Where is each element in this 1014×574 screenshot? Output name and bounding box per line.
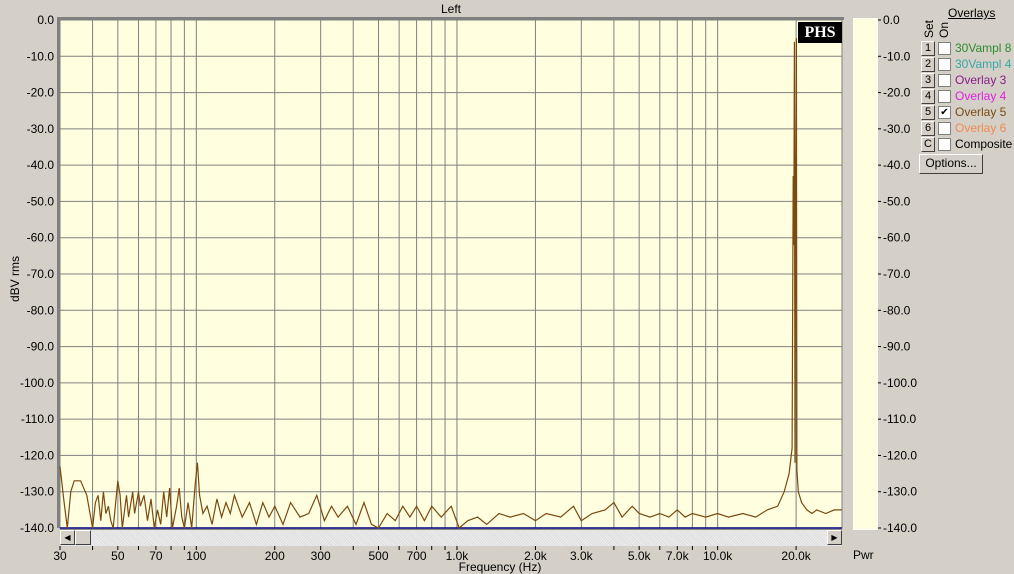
y-tick-label-right: 0.0	[883, 13, 900, 27]
y-tick-label-right: -140.0	[883, 521, 917, 535]
y-tick-label-left: -140.0	[20, 521, 54, 535]
overlay-set-button[interactable]: 2	[921, 56, 935, 72]
overlay-checkbox[interactable]	[938, 73, 951, 87]
overlay-checkbox[interactable]	[938, 137, 951, 151]
y-tick-label-right: -110.0	[883, 412, 916, 426]
x-tick-label: 50	[111, 549, 125, 563]
y-tick-label-right: -130.0	[883, 485, 917, 499]
y-tick-label-right: -50.0	[883, 194, 911, 208]
overlay-label: Overlay 6	[955, 121, 1007, 135]
overlay-checkbox[interactable]	[938, 89, 951, 103]
overlay-row-C: C Composite	[921, 136, 1012, 152]
x-tick-label: 100	[186, 549, 206, 563]
y-tick-label-right: -30.0	[883, 122, 911, 136]
overlay-label: 30Vampl 4	[955, 57, 1012, 71]
options-button[interactable]: Options...	[919, 154, 983, 174]
y-tick-label-left: -30.0	[27, 122, 55, 136]
y-tick-label-left: -90.0	[27, 340, 55, 354]
overlay-set-button[interactable]: 1	[921, 40, 935, 56]
overlay-row-2: 2 30Vampl 4	[921, 56, 1011, 72]
overlay-checkbox[interactable]	[938, 121, 951, 135]
overlay-row-6: 6 Overlay 6	[921, 120, 1006, 136]
overlay-row-4: 4 Overlay 4	[921, 88, 1006, 104]
y-tick-label-left: -80.0	[27, 303, 55, 317]
power-meter	[853, 18, 878, 530]
y-tick-label-left: -130.0	[20, 485, 54, 499]
y-tick-label-left: -60.0	[27, 231, 55, 245]
y-tick-label-left: -40.0	[27, 158, 55, 172]
y-tick-label-left: -120.0	[20, 448, 54, 462]
overlay-label: Overlay 3	[955, 73, 1007, 87]
y-tick-label-right: -90.0	[883, 340, 911, 354]
horizontal-scrollbar[interactable]: ◀ ▶	[60, 529, 842, 546]
overlay-label: Overlay 4	[955, 89, 1007, 103]
overlay-set-button[interactable]: 5	[921, 104, 935, 120]
scroll-right-button[interactable]: ▶	[827, 530, 842, 545]
overlay-label: 30Vampl 8	[955, 41, 1012, 55]
x-tick-label: 200	[265, 549, 285, 563]
y-tick-label-left: -110.0	[21, 412, 54, 426]
x-tick-label: 20.0k	[781, 549, 811, 563]
chart-title: Left	[440, 2, 461, 16]
scroll-left-button[interactable]: ◀	[60, 530, 75, 545]
x-tick-label: 3.0k	[570, 549, 594, 563]
y-tick-label-left: -50.0	[27, 194, 55, 208]
x-tick-label: 5.0k	[628, 549, 652, 563]
x-tick-label: 70	[149, 549, 163, 563]
overlay-set-button[interactable]: 3	[921, 72, 935, 88]
y-tick-label-left: -20.0	[27, 86, 55, 100]
y-tick-label-right: -80.0	[883, 303, 911, 317]
overlay-set-button[interactable]: C	[921, 136, 935, 152]
y-tick-label-right: -20.0	[883, 86, 911, 100]
y-tick-label-right: -60.0	[883, 231, 911, 245]
x-tick-label: 500	[368, 549, 388, 563]
overlay-checkbox[interactable]	[938, 41, 951, 55]
y-tick-label-right: -120.0	[883, 448, 917, 462]
overlay-row-5: 5 ✔ Overlay 5	[921, 104, 1006, 120]
overlay-row-3: 3 Overlay 3	[921, 72, 1006, 88]
overlays-title: Overlays	[948, 6, 996, 20]
x-tick-label: 1.0k	[446, 549, 470, 563]
plot-top-border	[58, 17, 844, 20]
overlay-set-button[interactable]: 4	[921, 88, 935, 104]
y-tick-label-left: -70.0	[27, 267, 55, 281]
x-tick-label: 30	[53, 549, 67, 563]
overlay-set-button[interactable]: 6	[921, 120, 935, 136]
overlay-row-1: 1 30Vampl 8	[921, 40, 1011, 56]
plot-left-border	[57, 17, 60, 528]
on-column-label: On	[937, 21, 951, 38]
overlay-checkbox[interactable]: ✔	[938, 105, 951, 119]
phs-logo: PHS	[798, 22, 842, 43]
y-tick-label-left: -10.0	[27, 49, 55, 63]
spectrum-trace	[59, 38, 842, 530]
y-tick-label-right: -40.0	[883, 158, 911, 172]
overlay-label: Composite	[955, 137, 1013, 151]
set-column-label: Set	[922, 19, 936, 38]
overlay-checkbox[interactable]	[938, 57, 951, 71]
scroll-thumb[interactable]	[75, 530, 91, 545]
x-tick-label: 2.0k	[524, 549, 548, 563]
y-tick-label-left: 0.0	[37, 13, 54, 27]
overlay-label: Overlay 5	[955, 105, 1007, 119]
x-tick-label: 7.0k	[666, 549, 690, 563]
y-tick-label-right: -100.0	[883, 376, 917, 390]
y-tick-label-left: -100.0	[20, 376, 54, 390]
y-tick-label-right: -10.0	[883, 49, 911, 63]
x-tick-label: 300	[311, 549, 331, 563]
y-tick-label-right: -70.0	[883, 267, 911, 281]
x-tick-label: 10.0k	[703, 549, 733, 563]
power-label: Pwr	[853, 548, 874, 562]
x-tick-label: 700	[407, 549, 427, 563]
